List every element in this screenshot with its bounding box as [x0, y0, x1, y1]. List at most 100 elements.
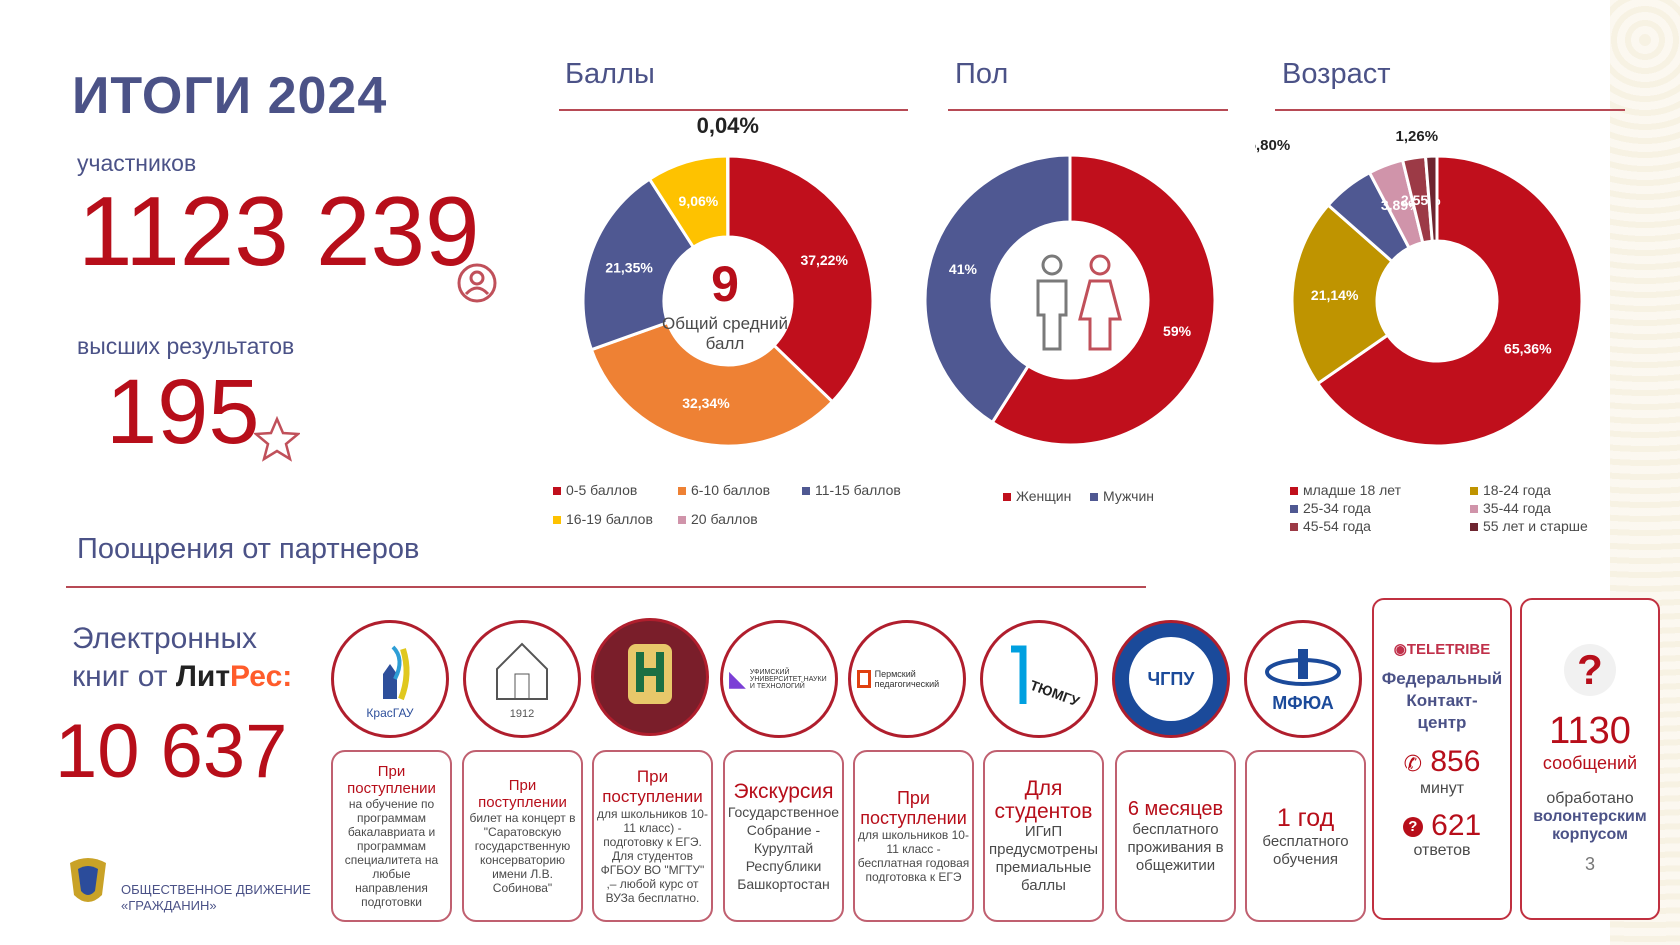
reward-card-title: При поступлении	[602, 767, 703, 806]
reward-card-body: ИГиП предусмотрены премиальные баллы	[988, 823, 1098, 894]
average-score-label-line: Общий средний	[662, 314, 788, 333]
legend-swatch	[1290, 487, 1298, 496]
age-title: Возраст	[1282, 58, 1391, 90]
slice-data-label: 65,36%	[1504, 341, 1552, 357]
legend-item: 55 лет и старше	[1470, 518, 1588, 534]
reward-card-body: Государственное Собрание - Курултай Респ…	[727, 803, 840, 892]
messages-label: сообщений	[1542, 753, 1638, 773]
reward-card-title: При поступлении	[347, 763, 436, 797]
answers-row: ? 621	[1374, 810, 1510, 842]
legend-label: Мужчин	[1103, 488, 1155, 504]
legend-item: 0-5 баллов	[553, 482, 637, 498]
litres-logo: ЛитРес:	[176, 660, 292, 693]
donut-slice	[990, 153, 1217, 447]
donut-slice	[1315, 154, 1584, 448]
perm-logo-text: Пермский педагогический	[874, 669, 940, 689]
tyumgu-logo-text: ТЮМГУ	[1028, 677, 1082, 710]
legend-swatch	[1003, 493, 1011, 502]
user-icon	[457, 263, 497, 303]
average-score-label: Общий средний балл	[652, 314, 798, 354]
donut-slice	[923, 153, 1072, 425]
phone-icon: ✆	[1403, 751, 1423, 776]
reward-card-body: бесплатного обучения	[1262, 833, 1349, 868]
conservatory-year-text: 1912	[510, 708, 534, 720]
rewards-title: Поощрения от партнеров	[77, 533, 420, 565]
minutes-value: 856	[1430, 745, 1481, 778]
teletribe-title-line: Контакт-	[1406, 691, 1478, 710]
chgpu-logo-text: ЧГПУ	[1147, 668, 1195, 689]
donut-slice	[589, 320, 835, 448]
krasgau-logo-text: КрасГАУ	[366, 706, 414, 720]
slice-data-label: 5,80%	[1255, 137, 1290, 154]
teletribe-title-line: центр	[1417, 713, 1467, 732]
perm-emblem-icon	[857, 670, 871, 688]
reward-card: При поступлении на обучение по программам…	[331, 750, 452, 922]
male-female-icon	[1036, 254, 1122, 351]
slice-data-label: 59%	[1163, 323, 1192, 339]
volunteers-text: корпусом	[1552, 826, 1628, 843]
slice-data-label: 21,35%	[605, 259, 653, 275]
reward-card-title: 6 месяцев	[1127, 797, 1224, 820]
donut-slice	[1423, 154, 1439, 243]
legend-item: 25-34 года	[1290, 500, 1371, 516]
volunteers-text: обработано	[1546, 790, 1634, 807]
teletribe-logo: ◉TELETRIBE	[1374, 640, 1510, 658]
gender-donut-chart: 59% 41%	[923, 153, 1217, 447]
donut-slice	[726, 154, 875, 404]
legend-item: 35-44 года	[1470, 500, 1551, 516]
reward-card-body: для школьников 10-11 класс) - подготовку…	[597, 807, 708, 905]
teletribe-mark-icon: ◉	[1393, 641, 1407, 658]
legend-label: 35-44 года	[1483, 500, 1551, 516]
legend-label: 18-24 года	[1483, 482, 1551, 498]
participants-value: 1123 239	[78, 176, 480, 286]
conservatory-logo: 1912	[463, 620, 581, 738]
reward-card: Экскурсия Государственное Собрание - Куру…	[723, 750, 844, 922]
divider	[1275, 109, 1625, 111]
mfua-emblem-icon: МФЮА	[1265, 649, 1341, 713]
ufa-university-logo: ◣ УФИМСКИЙ УНИВЕРСИТЕТ НАУКИ И ТЕХНОЛОГИЙ	[720, 620, 838, 738]
legend-swatch	[1470, 505, 1478, 514]
teletribe-card: ◉TELETRIBE Федеральный Контакт-центр ✆ 85…	[1372, 598, 1512, 920]
slice-data-label: 21,14%	[1311, 287, 1359, 303]
donut-slice	[1290, 202, 1395, 386]
volunteers-card: ? 1130 сообщений обработано волонтерским…	[1520, 598, 1660, 920]
legend-swatch	[1470, 487, 1478, 496]
legend-label: 45-54 года	[1303, 518, 1371, 534]
question-icon: ?	[1402, 817, 1423, 838]
reward-card-body: бесплатного проживания в общежитии	[1127, 820, 1224, 874]
teletribe-title-line: Федеральный	[1381, 669, 1503, 688]
organization-name-line: «ГРАЖДАНИН»	[121, 898, 217, 913]
perm-pedagogical-logo: Пермский педагогический	[848, 620, 966, 738]
reward-card-title: Экскурсия	[733, 779, 834, 803]
top-results-label: высших результатов	[77, 333, 295, 359]
legend-swatch	[553, 487, 561, 496]
ufa-emblem-icon: ◣	[729, 666, 746, 691]
reward-card-title: Для студентов	[994, 777, 1093, 823]
average-score-label-line: балл	[705, 334, 745, 353]
answers-value: 621	[1431, 809, 1482, 842]
litres-caption: Электронных книг от ЛитРес:	[72, 620, 292, 696]
litres-caption-line: Электронных	[72, 622, 258, 655]
gender-title: Пол	[955, 58, 1009, 90]
reward-card-body: билет на концерт в "Саратовскую государс…	[469, 811, 576, 895]
average-score-value: 9	[711, 256, 739, 312]
reward-card: При поступлении билет на концерт в "Сарат…	[462, 750, 583, 922]
divider	[66, 586, 1146, 588]
teletribe-logo-text: TELETRIBE	[1406, 641, 1491, 658]
organization-name-line: ОБЩЕСТВЕННОЕ ДВИЖЕНИЕ	[121, 882, 311, 897]
chgpu-logo: ЧГПУ	[1112, 620, 1230, 738]
ufa-logo-text: УФИМСКИЙ УНИВЕРСИТЕТ НАУКИ И ТЕХНОЛОГИЙ	[749, 668, 827, 690]
legend-swatch	[678, 516, 686, 525]
conservatory-building-icon: 1912	[496, 642, 548, 720]
volunteers-text: волонтерским	[1533, 808, 1647, 825]
organization-name: ОБЩЕСТВЕННОЕ ДВИЖЕНИЕ «ГРАЖДАНИН»	[121, 882, 311, 914]
legend-label: 0-5 баллов	[566, 482, 638, 498]
legend-swatch	[678, 487, 686, 496]
age-donut-chart: 65,36%21,14%5,80%3,89%2,55%1,26%	[1255, 128, 1584, 448]
reward-card: 1 год бесплатного обучения	[1245, 750, 1366, 922]
reward-card-title: При поступлении	[478, 777, 567, 811]
legend-label: 11-15 баллов	[815, 482, 901, 498]
legend-swatch	[1090, 493, 1098, 502]
reward-card: Для студентов ИГиП предусмотрены премиаль…	[983, 750, 1104, 922]
krasgau-emblem-icon: КрасГАУ	[366, 645, 414, 720]
